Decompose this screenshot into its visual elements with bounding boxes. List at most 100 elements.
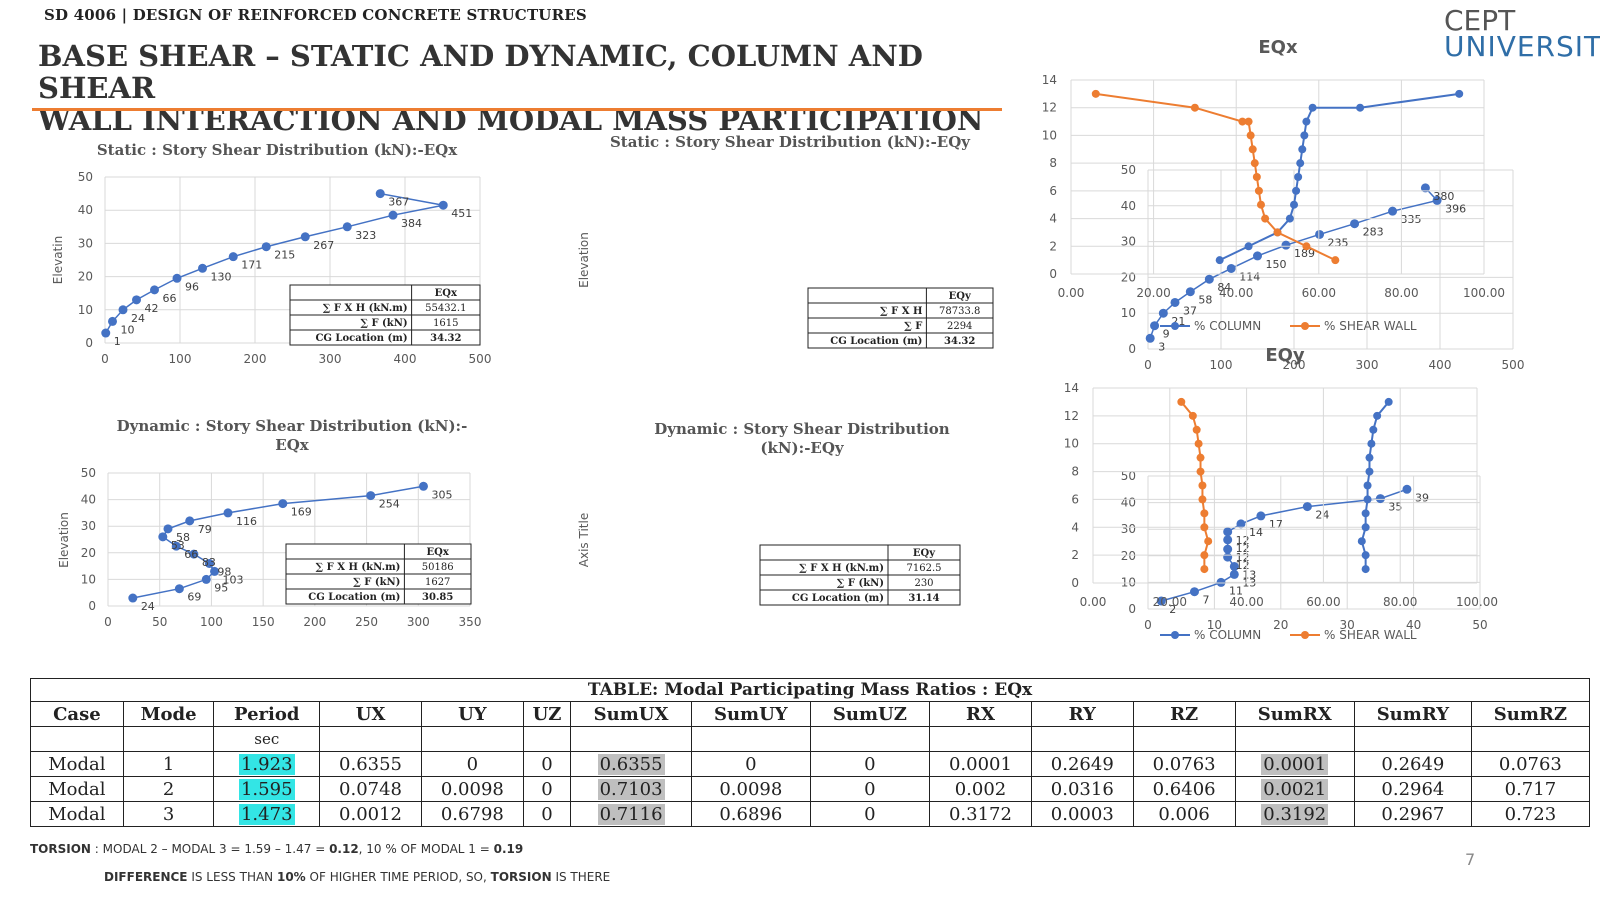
data-point: [1244, 242, 1253, 251]
table-cell: Modal: [30, 801, 124, 827]
y-tick-label: 8: [1071, 465, 1079, 479]
data-point: [1455, 89, 1464, 98]
inset-table-label: CG Location (m): [315, 333, 407, 344]
table-cell: 0.2964: [1353, 776, 1472, 802]
chart-eqx-percent: EQx 0.00 20.00 40.00 60.00 80.00 100.00 0 2 4 6 8 10…: [1042, 37, 1505, 333]
column-header: SumUY: [690, 701, 811, 727]
table-cell: 0.2649: [1030, 751, 1134, 777]
data-point: [1215, 256, 1224, 265]
data-point: [1229, 561, 1239, 571]
table-cell: 0.6355: [319, 751, 422, 777]
inset-table-value: 30.85: [422, 592, 453, 603]
inset-table-header: EQy: [913, 548, 936, 559]
x-tick-label: 40.00: [1229, 595, 1263, 609]
data-point: [158, 532, 168, 542]
data-point: [1361, 523, 1370, 532]
torsion-value-a: 0.12: [329, 842, 359, 856]
data-label: 79: [198, 523, 212, 536]
inset-table-label: ∑ F: [904, 321, 922, 332]
y-tick-label: 0: [1049, 267, 1057, 281]
data-label: 335: [1401, 213, 1422, 226]
inset-table-value: 50186: [422, 562, 454, 573]
data-point: [1248, 145, 1257, 154]
table-cell: 0.0012: [319, 801, 422, 827]
x-tick-label: 100.00: [1463, 286, 1505, 300]
y-tick-label: 20: [1121, 549, 1136, 563]
table-cell: 0.0001: [1234, 751, 1355, 777]
data-label: 39: [1415, 491, 1429, 504]
table-cell: 0.6896: [690, 801, 811, 827]
x-tick-label: 400: [1429, 358, 1452, 372]
data-label: 13: [1242, 568, 1256, 581]
data-point: [1402, 484, 1412, 494]
data-point: [1158, 308, 1168, 318]
table-cell: 0.6406: [1132, 776, 1236, 802]
data-point: [1188, 411, 1197, 420]
x-tick-label: 500: [1502, 358, 1525, 372]
data-point: [132, 295, 141, 305]
data-label: 7: [1202, 594, 1209, 607]
y-tick-label: 30: [1121, 522, 1136, 536]
x-tick-label: 300: [319, 352, 342, 366]
table-cell: 0.3172: [929, 801, 1032, 827]
data-point: [185, 516, 195, 526]
y-tick-label: 14: [1042, 73, 1057, 87]
torsion-text-b: , 10 % OF MODAL 1 =: [358, 842, 494, 856]
page-title-line1: BASE SHEAR – STATIC AND DYNAMIC, COLUMN …: [38, 39, 923, 105]
data-point: [1375, 494, 1385, 504]
x-tick-label: 80.00: [1383, 595, 1417, 609]
data-point: [198, 263, 207, 273]
data-label: 83: [202, 556, 216, 569]
table-cell: 0.0003: [1030, 801, 1134, 827]
y-axis-label: Elevatin: [51, 236, 65, 284]
data-label: 254: [379, 498, 400, 511]
data-point: [128, 593, 138, 603]
y-tick-label: 0: [85, 336, 93, 350]
modal-mass-table: TABLE: Modal Participating Mass Ratios :…: [30, 678, 1591, 827]
data-point: [1388, 206, 1398, 216]
x-tick-label: 350: [459, 615, 482, 629]
data-point: [1204, 274, 1214, 284]
data-point: [1200, 523, 1209, 532]
data-point: [1177, 397, 1186, 406]
data-label: 215: [274, 249, 295, 262]
data-label: 116: [236, 515, 257, 528]
data-point: [1361, 509, 1370, 518]
table-cell: 0.0001: [929, 751, 1032, 777]
unit-cell: [1470, 726, 1591, 752]
table-cell: 0: [690, 751, 811, 777]
diff-text-c: IS THERE: [551, 870, 611, 884]
highlighted-value: 0.6355: [597, 753, 665, 775]
x-tick-label: 0.00: [1058, 286, 1085, 300]
legend-label: % SHEAR WALL: [1324, 319, 1417, 333]
x-tick-label: 100: [1210, 358, 1233, 372]
data-point: [1420, 183, 1430, 193]
x-tick-label: 20.00: [1136, 286, 1170, 300]
data-point: [1369, 425, 1378, 434]
data-label: 58: [1198, 294, 1212, 307]
data-point: [1256, 511, 1266, 521]
data-point: [172, 273, 182, 283]
legend-label: % COLUMN: [1194, 319, 1261, 333]
column-header: SumRX: [1234, 701, 1355, 727]
inset-table-value: 55432.1: [425, 303, 466, 314]
data-label: 66: [184, 548, 198, 561]
unit-cell: [30, 726, 124, 752]
y-tick-label: 50: [1121, 469, 1136, 483]
data-point: [163, 524, 173, 534]
data-point: [201, 574, 211, 584]
data-point: [1365, 453, 1374, 462]
x-tick-label: 100: [200, 615, 223, 629]
table-cell: 0.0763: [1470, 751, 1591, 777]
x-tick-label: 60.00: [1306, 595, 1340, 609]
unit-cell: [319, 726, 422, 752]
y-tick-label: 2: [1071, 548, 1079, 562]
inset-table-value: 1627: [425, 577, 450, 588]
data-point: [1236, 519, 1246, 529]
data-point: [228, 252, 238, 262]
data-point: [1308, 103, 1317, 112]
table-cell: 0: [420, 751, 524, 777]
data-point: [1250, 159, 1259, 168]
column-header: RZ: [1132, 701, 1236, 727]
data-point: [1244, 117, 1253, 126]
